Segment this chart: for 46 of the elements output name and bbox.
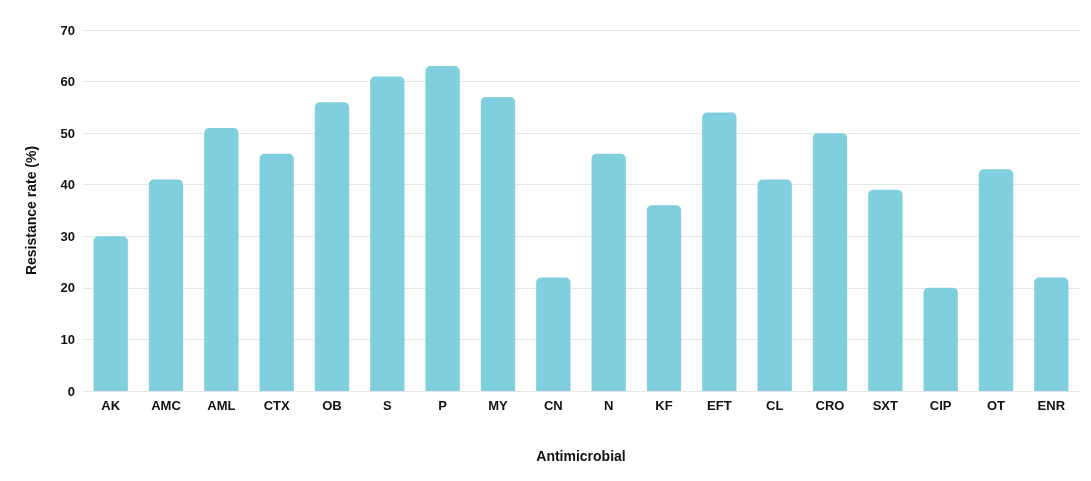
x-tick-label: N [603,398,614,413]
bar [868,189,903,391]
bar [93,236,128,391]
x-tick-label: AML [207,398,236,413]
x-tick-label: AMC [151,398,182,413]
bar [591,153,626,391]
x-tick-label: CRO [815,398,845,413]
y-tick-label: 40 [60,177,75,193]
bar [536,277,571,391]
bar [757,179,792,391]
x-tick-label: CN [543,398,563,413]
bar [480,97,516,391]
bar [148,179,184,391]
x-tick-label: CTX [263,398,290,413]
bar [425,66,460,391]
y-tick-label: 10 [60,331,75,347]
bar [812,133,848,391]
bar [204,127,239,391]
bar [923,287,958,391]
bar [702,112,737,391]
x-tick-label: ENR [1037,398,1066,413]
x-tick-label: CIP [929,398,952,413]
x-tick-label: OB [322,398,342,413]
bar [1034,277,1069,391]
bar [259,153,294,391]
y-tick-label: 20 [60,280,75,296]
y-axis-title: Resistance rate (%) [23,145,39,276]
y-tick-label: 50 [60,125,75,141]
y-tick-label: 70 [60,22,75,38]
y-tick-label: 60 [60,74,75,90]
x-tick-label: EFT [707,398,732,413]
x-tick-label: S [383,398,392,413]
bar [978,169,1014,391]
bar [370,76,405,391]
x-tick-label: KF [655,398,673,413]
x-tick-label: P [438,398,448,413]
x-tick-label: MY [488,398,509,413]
x-tick-label: SXT [872,398,899,413]
y-tick-label: 0 [67,383,75,399]
x-axis-title: Antimicrobial [536,448,626,464]
x-tick-label: CL [765,398,784,413]
x-tick-label: OT [986,398,1006,413]
bar [646,205,682,391]
bar [314,102,350,391]
y-tick-label: 30 [60,228,75,244]
x-tick-label: AK [101,398,121,413]
